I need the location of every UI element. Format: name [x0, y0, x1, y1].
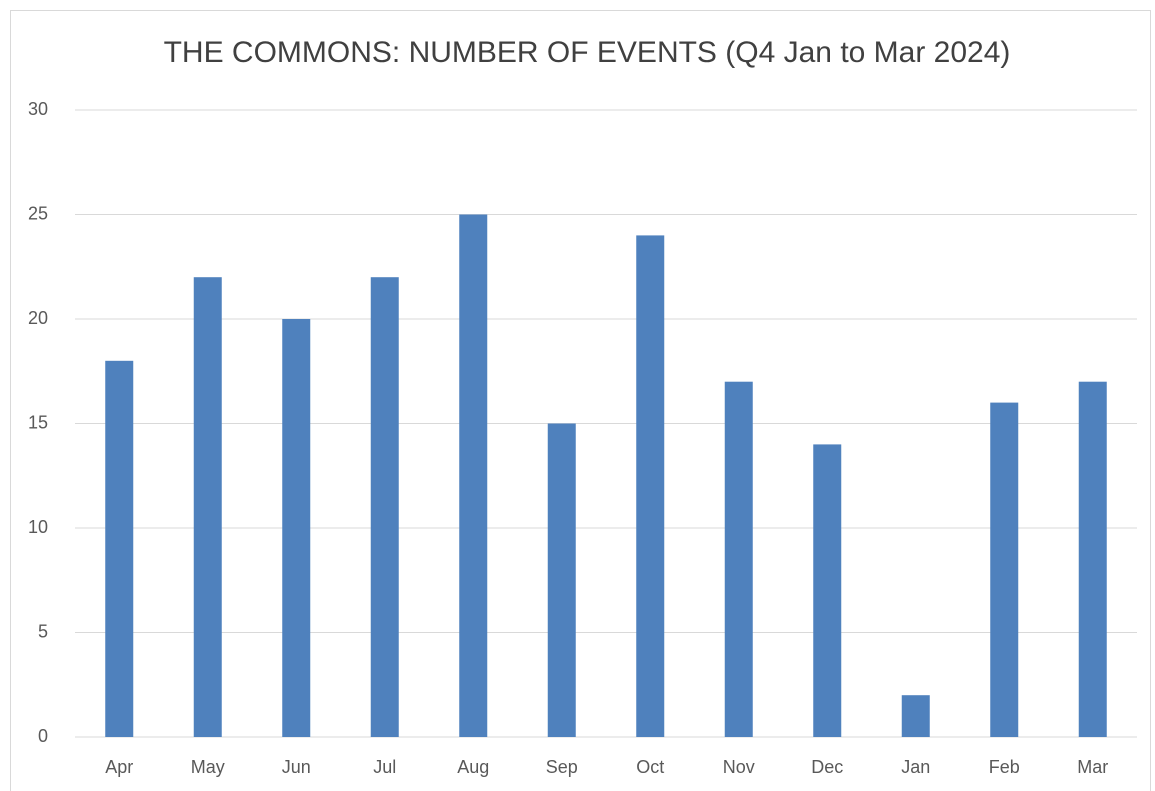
- y-tick-label: 25: [28, 203, 48, 223]
- y-tick-label: 10: [28, 517, 48, 537]
- bar: [370, 277, 399, 737]
- x-tick-label: Nov: [723, 757, 755, 777]
- bar: [459, 214, 488, 737]
- x-tick-label: Jul: [373, 757, 396, 777]
- y-tick-label: 5: [38, 621, 48, 641]
- x-tick-label: Apr: [105, 757, 133, 777]
- chart-title: THE COMMONS: NUMBER OF EVENTS (Q4 Jan to…: [164, 36, 1011, 69]
- y-tick-label: 0: [38, 726, 48, 746]
- bar: [724, 381, 753, 737]
- x-tick-label: May: [191, 757, 225, 777]
- bar: [547, 423, 576, 737]
- x-tick-label: Jan: [901, 757, 930, 777]
- y-tick-label: 20: [28, 308, 48, 328]
- bar: [282, 319, 311, 737]
- x-tick-label: Oct: [636, 757, 664, 777]
- x-tick-label: Mar: [1077, 757, 1108, 777]
- x-tick-label: Feb: [989, 757, 1020, 777]
- y-tick-label: 15: [28, 412, 48, 432]
- bar: [105, 360, 134, 737]
- bar: [193, 277, 222, 737]
- x-tick-label: Jun: [282, 757, 311, 777]
- bar: [636, 235, 665, 737]
- x-tick-label: Aug: [457, 757, 489, 777]
- y-tick-label: 30: [28, 99, 48, 119]
- x-tick-label: Dec: [811, 757, 843, 777]
- x-tick-label: Sep: [546, 757, 578, 777]
- bar: [990, 402, 1019, 737]
- bar: [1078, 381, 1107, 737]
- bar: [813, 444, 842, 737]
- chart-border: [10, 10, 1151, 791]
- bar: [901, 695, 930, 737]
